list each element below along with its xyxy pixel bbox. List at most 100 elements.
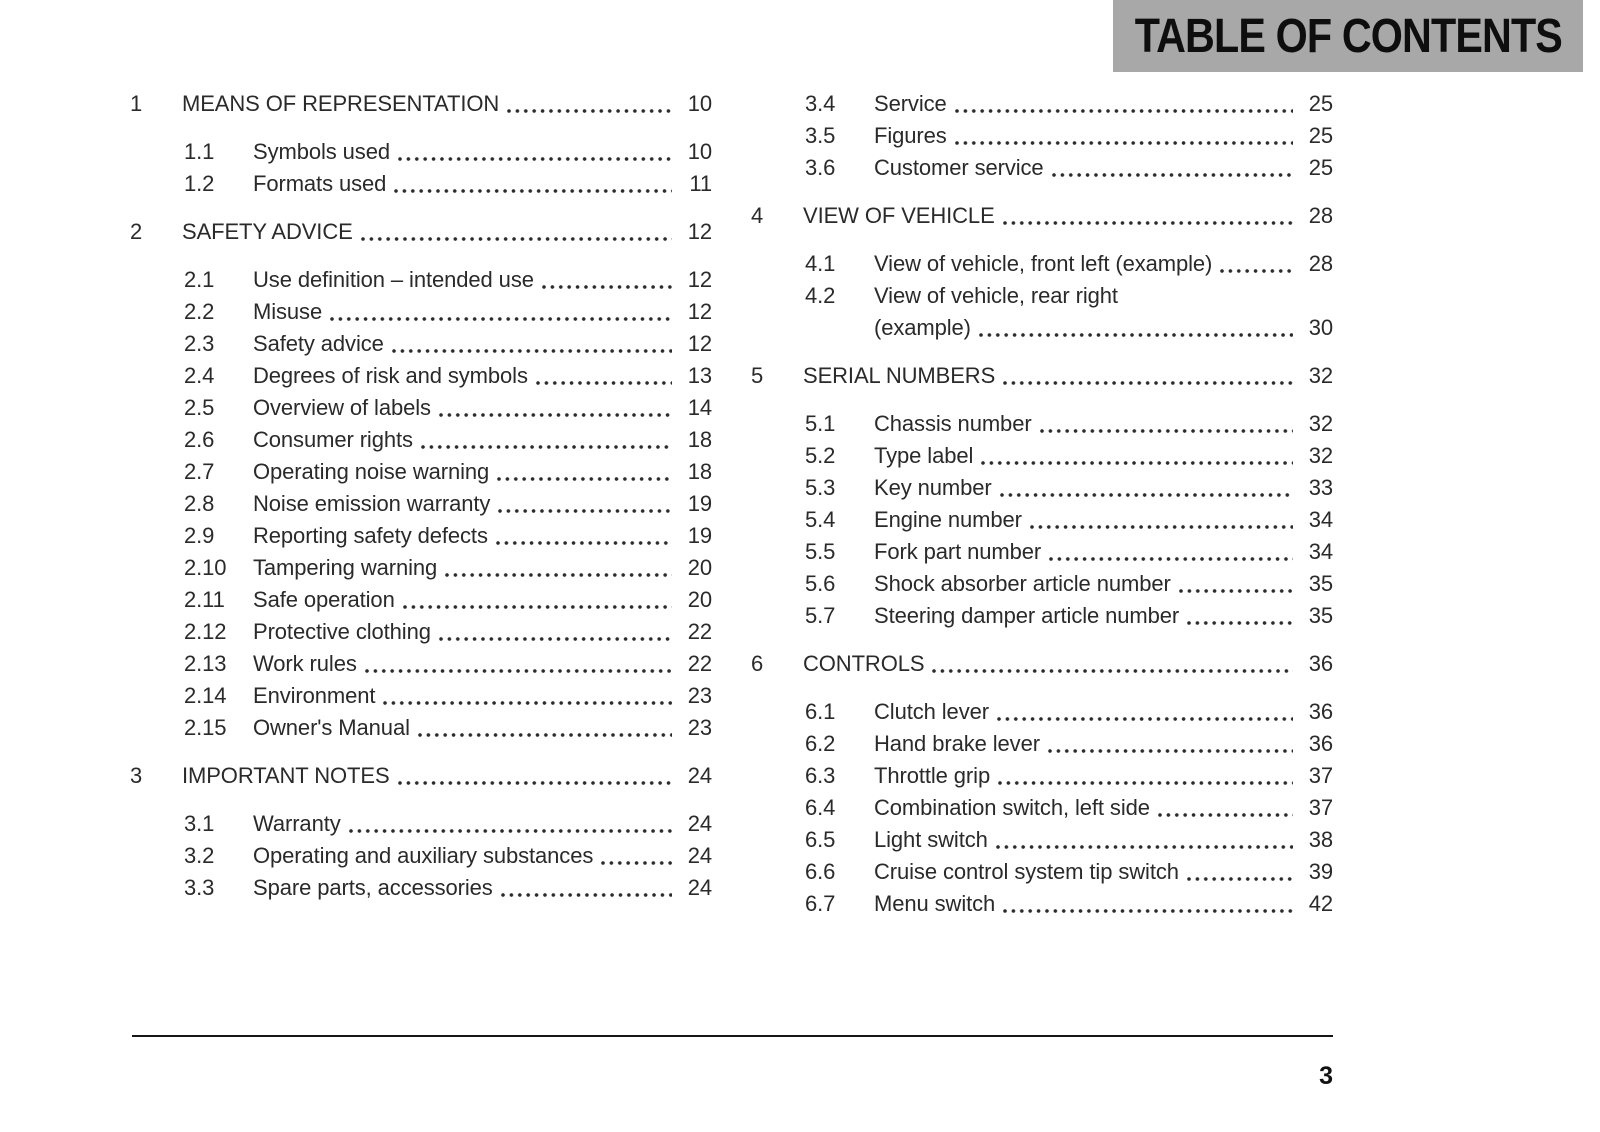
toc-row: 2.10 Tampering warning 20: [130, 552, 712, 584]
toc-entry-title: Clutch lever: [874, 699, 989, 724]
toc-entry-title: Warranty: [253, 811, 341, 836]
dot-leader: [1176, 568, 1293, 600]
dot-leader: [996, 760, 1293, 792]
toc-entry-page: 12: [687, 331, 712, 356]
toc-entry-page: 20: [687, 587, 712, 612]
toc-row: 3.6 Customer service 25: [751, 152, 1333, 184]
dot-leader: [328, 296, 672, 328]
toc-row: 2.15 Owner's Manual 23: [130, 712, 712, 744]
dot-leader: [1218, 248, 1293, 280]
toc-entry-title: IMPORTANT NOTES: [182, 763, 390, 788]
toc-entry-number: 4.1: [805, 251, 836, 276]
toc-entry-page: 32: [1308, 363, 1333, 388]
toc-entry-title: SERIAL NUMBERS: [803, 363, 996, 388]
toc-entry-number: [805, 312, 874, 344]
toc-entry-number: 3.5: [805, 123, 836, 148]
toc-entry-number: 5: [751, 363, 764, 388]
toc-entry-title: Chassis number: [874, 411, 1032, 436]
dot-leader: [1045, 728, 1293, 760]
toc-entry-title: (example): [874, 315, 971, 340]
toc-entry-page: 12: [687, 267, 712, 292]
toc-entry-number: 2.13: [184, 651, 227, 676]
dot-leader: [1184, 856, 1293, 888]
dot-leader: [997, 472, 1293, 504]
toc-row: 3 IMPORTANT NOTES 24: [130, 760, 712, 792]
toc-column-right: 3.4 Service 25 3.5 Figures 25 3.6 Custom…: [751, 88, 1333, 920]
dot-leader: [493, 520, 672, 552]
toc-entry-number: 2.7: [184, 459, 215, 484]
dot-leader: [436, 616, 672, 648]
toc-entry-page: 22: [687, 651, 712, 676]
page-title: TABLE OF CONTENTS: [1134, 9, 1562, 63]
toc-entry-page: 36: [1308, 731, 1333, 756]
toc-entry-number: 1.2: [184, 171, 215, 196]
toc-row: 2.6 Consumer rights 18: [130, 424, 712, 456]
dot-leader: [392, 168, 672, 200]
toc-entry-title: Consumer rights: [253, 427, 413, 452]
toc-entry-title: Work rules: [253, 651, 357, 676]
dot-leader: [1001, 888, 1293, 920]
toc-row: 1 MEANS OF REPRESENTATION 10: [130, 88, 712, 120]
toc-entry-title: Tampering warning: [253, 555, 438, 580]
toc-entry-page: 20: [687, 555, 712, 580]
toc-entry-page: 37: [1308, 763, 1333, 788]
toc-row: 6.1 Clutch lever 36: [751, 696, 1333, 728]
toc-row: 4.2 View of vehicle, rear right: [751, 280, 1333, 312]
toc-entry-title: SAFETY ADVICE: [182, 219, 353, 244]
dot-leader: [495, 456, 672, 488]
toc-row: (example) 30: [751, 312, 1333, 344]
toc-entry-page: 11: [689, 171, 712, 196]
toc-entry-page: 24: [687, 763, 712, 788]
toc-entry-number: 2.1: [184, 267, 215, 292]
toc-entry-page: 38: [1308, 827, 1333, 852]
toc-row: 3.1 Warranty 24: [130, 808, 712, 840]
dot-leader: [1049, 152, 1293, 184]
dot-leader: [415, 712, 672, 744]
toc-entry-page: [1301, 280, 1333, 312]
toc-entry-number: 6.1: [805, 699, 836, 724]
dot-leader: [443, 552, 672, 584]
toc-column-left: 1 MEANS OF REPRESENTATION 10 1.1 Symbols…: [130, 88, 712, 904]
toc-entry-number: 4.2: [805, 283, 836, 308]
dot-leader: [1185, 600, 1293, 632]
dot-leader: [930, 648, 1293, 680]
toc-entry-page: 24: [687, 875, 712, 900]
toc-entry-number: 3.6: [805, 155, 836, 180]
toc-row: 2.4 Degrees of risk and symbols 13: [130, 360, 712, 392]
dot-leader: [395, 136, 672, 168]
toc-row: 2.12 Protective clothing 22: [130, 616, 712, 648]
dot-leader: [533, 360, 672, 392]
toc-entry-number: 6.3: [805, 763, 836, 788]
toc-entry-number: 2: [130, 219, 143, 244]
toc-row: 4.1 View of vehicle, front left (example…: [751, 248, 1333, 280]
dot-leader: [539, 264, 672, 296]
toc-entry-number: 5.3: [805, 475, 836, 500]
toc-entry-page: 36: [1308, 651, 1333, 676]
toc-entry-number: 4: [751, 203, 764, 228]
dot-leader: [952, 88, 1293, 120]
toc-entry-number: 3: [130, 763, 143, 788]
toc-row: 5.7 Steering damper article number 35: [751, 600, 1333, 632]
toc-entry-number: 3.3: [184, 875, 215, 900]
toc-entry-title: Owner's Manual: [253, 715, 410, 740]
toc-row: 6 CONTROLS 36: [751, 648, 1333, 680]
dot-leader: [599, 840, 672, 872]
toc-entry-page: 19: [687, 491, 712, 516]
toc-entry-title: View of vehicle, front left (example): [874, 251, 1213, 276]
toc-entry-number: 3.4: [805, 91, 836, 116]
toc-entry-page: 10: [687, 139, 712, 164]
toc-entry-number: 2.6: [184, 427, 215, 452]
toc-entry-page: 34: [1308, 507, 1333, 532]
dot-leader: [418, 424, 672, 456]
toc-row: 6.3 Throttle grip 37: [751, 760, 1333, 792]
toc-entry-page: 37: [1308, 795, 1333, 820]
toc-entry-page: 22: [687, 619, 712, 644]
toc-entry-title: Safe operation: [253, 587, 395, 612]
dot-leader: [395, 760, 672, 792]
toc-entry-page: 12: [687, 219, 712, 244]
toc-row: 2.11 Safe operation 20: [130, 584, 712, 616]
toc-entry-title: Light switch: [874, 827, 988, 852]
toc-entry-number: 2.5: [184, 395, 215, 420]
toc-row: 5.1 Chassis number 32: [751, 408, 1333, 440]
